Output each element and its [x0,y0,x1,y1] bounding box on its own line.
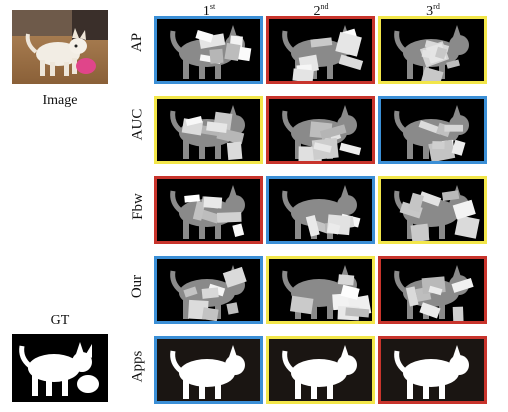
image-label: Image [42,93,78,108]
saliency-map-auc-1 [154,96,263,164]
input-photo [12,10,108,84]
ground-truth-mask [12,334,108,402]
row-label-apps: Apps [129,350,146,382]
saliency-map-ap-2 [266,16,375,84]
saliency-map-our-3 [378,256,487,324]
saliency-map-ap-1 [154,16,263,84]
saliency-map-auc-3 [378,96,487,164]
column-header-2nd: 2nd [313,2,329,19]
saliency-map-fbw-1 [154,176,263,244]
saliency-map-auc-2 [266,96,375,164]
saliency-map-ap-3 [378,16,487,84]
saliency-map-fbw-2 [266,176,375,244]
saliency-map-our-1 [154,256,263,324]
row-label-ap: AP [129,32,146,52]
row-label-fbw: Fbw [129,192,146,220]
saliency-map-apps-1 [154,336,263,404]
saliency-map-our-2 [266,256,375,324]
gt-label: GT [50,313,70,328]
saliency-map-apps-3 [378,336,487,404]
saliency-map-fbw-3 [378,176,487,244]
row-label-auc: AUC [129,108,146,140]
row-label-our: Our [129,274,146,298]
column-header-1st: 1st [202,2,216,19]
saliency-map-apps-2 [266,336,375,404]
column-header-3rd: 3rd [426,2,440,19]
